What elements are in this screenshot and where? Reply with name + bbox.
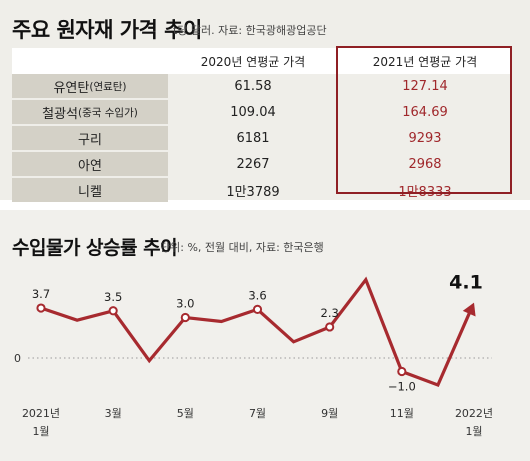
series-arrowhead [462, 302, 476, 317]
row-label-name: 유연탄 [53, 80, 90, 96]
x-tick-label: 2021년 [22, 407, 60, 420]
data-label: 3.7 [32, 287, 50, 301]
value-2021: 164.69 [402, 104, 448, 120]
table-subtitle: t당 달러. 자료: 한국광해광업공단 [173, 24, 327, 37]
value-2021: 127.14 [402, 78, 448, 94]
x-tick-label-line2: 1월 [32, 425, 49, 438]
data-point-marker [252, 304, 263, 315]
header-2021: 2021년 연평균 가격 [372, 54, 478, 69]
chart-title: 수입물가 상승률 추이 [12, 237, 178, 259]
x-tick-label-line2: 1월 [465, 425, 482, 438]
row-label-note: (중국 수입가) [78, 106, 138, 119]
value-2020: 109.04 [230, 104, 276, 120]
value-2020: 61.58 [234, 78, 272, 94]
data-point-marker [325, 322, 335, 332]
row-label-name: 니켈 [78, 184, 102, 200]
table-title: 주요 원자재 가격 추이 [12, 18, 202, 42]
chart-panel [0, 210, 530, 461]
row-label: 구리 [12, 126, 168, 150]
data-point-marker [397, 366, 407, 377]
value-2021: 9293 [408, 130, 442, 146]
value-2021: 2968 [408, 156, 442, 172]
y-tick-label: 0 [14, 352, 21, 365]
data-label: 3.6 [248, 288, 266, 302]
row-label-name: 철광석 [42, 106, 79, 122]
data-point-marker [108, 306, 118, 316]
x-tick-label: 5월 [177, 407, 194, 420]
highlight-2021-column [336, 46, 512, 194]
data-label: −1.0 [388, 380, 416, 394]
value-2020: 1만3789 [226, 184, 280, 200]
table-row: 철광석 (중국 수입가) 109.04 164.69 [12, 100, 512, 124]
table-row: 니켈 1만3789 1만8333 [12, 178, 512, 202]
value-2020: 2267 [236, 156, 270, 172]
row-label: 니켈 [12, 178, 168, 202]
x-tick-label: 2022년 [455, 407, 493, 420]
row-label-name: 아연 [78, 158, 102, 174]
data-point-marker [180, 312, 190, 323]
import-price-line-chart: 0 3.7 3.5 3.0 3.6 2.3 −1.0 4.1 2021년 1월 3월 5월 7월 9월 11… [14, 272, 493, 438]
x-tick-label: 9월 [321, 407, 338, 420]
data-point-marker [36, 303, 46, 313]
x-tick-label: 7월 [249, 407, 266, 420]
header-2020: 2020년 연평균 가격 [200, 54, 306, 69]
row-label-name: 구리 [78, 132, 102, 148]
table-row: 유연탄 (연료탄) 61.58 127.14 [12, 74, 512, 98]
value-2020: 6181 [236, 130, 270, 146]
table-row: 아연 2267 2968 [12, 152, 512, 176]
data-label: 4.1 [449, 272, 483, 294]
row-label: 유연탄 (연료탄) [12, 74, 168, 98]
x-tick-label: 11월 [390, 407, 414, 420]
table-row: 구리 6181 9293 [12, 126, 512, 150]
table-header-row: 2020년 연평균 가격 2021년 연평균 가격 [12, 48, 512, 74]
chart-subtitle: 단위: %, 전월 대비, 자료: 한국은행 [160, 241, 324, 254]
row-label: 철광석 (중국 수입가) [12, 100, 168, 124]
x-tick-label: 3월 [105, 407, 122, 420]
data-label: 2.3 [321, 306, 339, 320]
row-label: 아연 [12, 152, 168, 176]
data-label: 3.5 [104, 290, 122, 304]
data-label: 3.0 [176, 297, 194, 311]
row-label-note: (연료탄) [89, 80, 127, 93]
